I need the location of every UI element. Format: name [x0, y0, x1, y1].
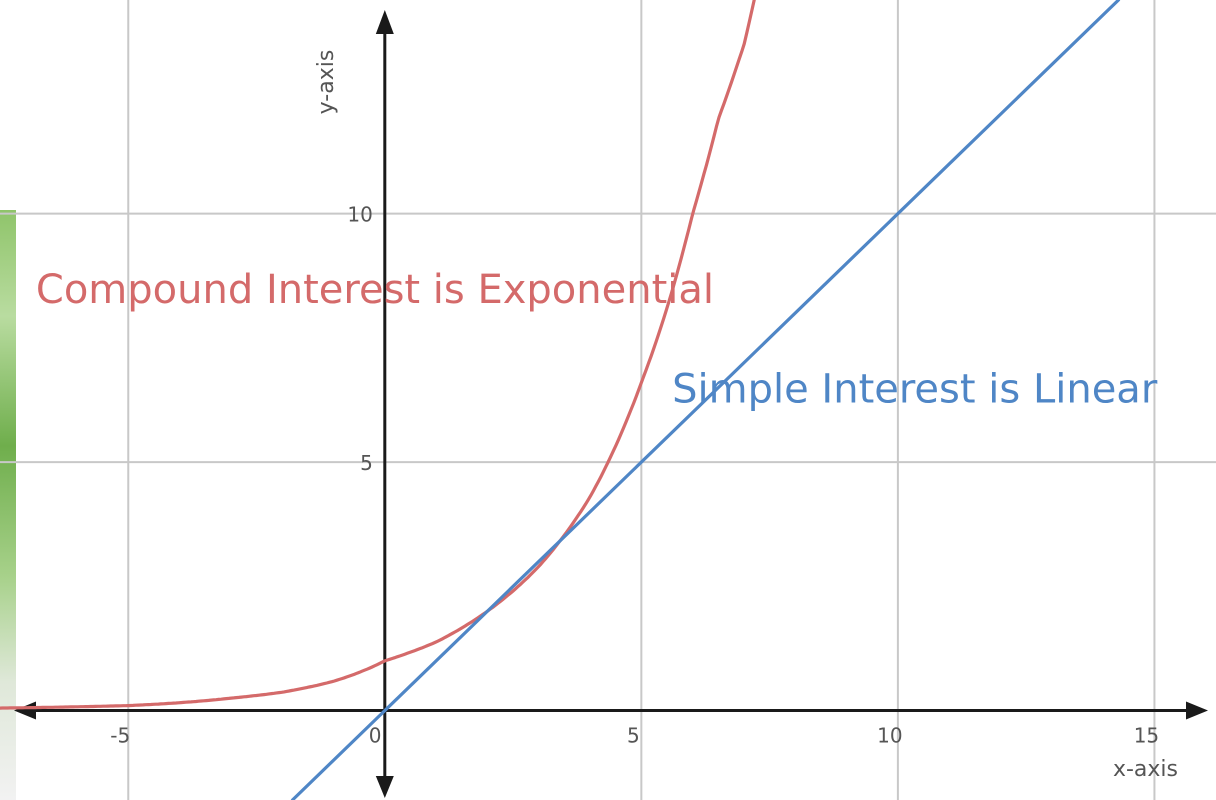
simple-interest-line: [290, 0, 1121, 800]
background-photo-strip: [0, 210, 16, 800]
series-group: [0, 0, 1121, 800]
x-axis-arrow-left: [14, 701, 36, 720]
x-axis-arrow-right: [1186, 701, 1208, 720]
y-axis-arrow-up: [375, 10, 394, 34]
x-axis-label: x-axis: [1113, 757, 1178, 782]
y-axis-arrow-down: [375, 776, 394, 798]
y-tick-label: 10: [347, 203, 372, 227]
x-tick-label: 5: [627, 724, 640, 748]
y-tick-label: 5: [360, 451, 373, 475]
compound-interest-curve: [0, 0, 756, 710]
y-axis-label: y-axis: [314, 50, 339, 115]
simple-interest-annotation: Simple Interest is Linear: [672, 366, 1158, 412]
x-tick-label: 10: [877, 724, 902, 748]
x-tick-label: 0: [369, 724, 382, 748]
labels-group: -5 0 5 10 15 5 10 x-axis y-axis Compound Interest…: [36, 50, 1178, 782]
compound-interest-annotation: Compound Interest is Exponential: [36, 267, 714, 313]
x-tick-label: -5: [110, 724, 130, 748]
x-tick-label: 15: [1134, 724, 1159, 748]
